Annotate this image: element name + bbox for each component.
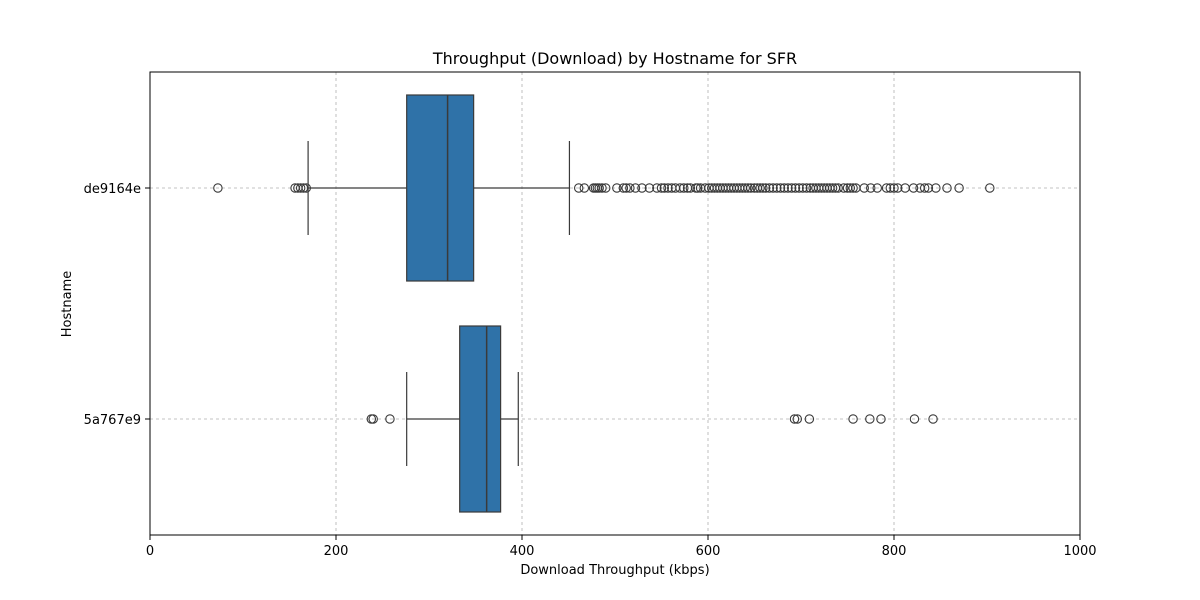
- outlier-point: [656, 183, 667, 193]
- outlier-point: [659, 183, 670, 193]
- y-tick-label: 5a767e9: [84, 413, 141, 428]
- outlier-point: [758, 183, 768, 193]
- x-tick-label: 0: [146, 544, 154, 559]
- outlier-point: [985, 183, 995, 193]
- outlier-point: [385, 414, 395, 424]
- outlier-point: [827, 183, 838, 193]
- outlier-point: [621, 183, 631, 193]
- outlier-point: [612, 183, 622, 193]
- outlier-point: [700, 183, 710, 193]
- outlier-point: [792, 414, 803, 424]
- outlier-point: [909, 414, 920, 424]
- outlier-point: [789, 414, 800, 424]
- x-tick-label: 400: [510, 544, 535, 559]
- outlier-point: [768, 183, 778, 193]
- outlier-point: [923, 183, 934, 193]
- outlier-point: [764, 183, 775, 193]
- box-group-de9164e: [213, 94, 995, 282]
- outlier-point: [928, 414, 938, 424]
- outlier-point: [618, 183, 629, 193]
- outlier-point: [942, 183, 952, 193]
- x-axis-label: Download Throughput (kbps): [520, 563, 709, 578]
- outlier-point: [892, 183, 903, 193]
- outlier-point: [876, 414, 886, 424]
- outlier-point: [889, 183, 899, 193]
- outlier-point: [783, 183, 793, 193]
- outlier-point: [663, 183, 673, 193]
- outlier-point: [833, 183, 843, 193]
- outlier-point: [885, 183, 896, 193]
- outlier-point: [594, 183, 604, 193]
- outlier-point: [786, 183, 797, 193]
- outlier-point: [301, 183, 311, 193]
- x-tick-label: 800: [882, 544, 907, 559]
- outlier-point: [740, 183, 750, 193]
- outlier-point: [213, 183, 223, 193]
- grid-layer: [149, 72, 1081, 535]
- outlier-point: [760, 183, 771, 193]
- outlier-point: [298, 183, 309, 193]
- outlier-point: [804, 414, 815, 424]
- outlier-point: [746, 183, 756, 193]
- outlier-point: [865, 183, 876, 193]
- outlier-point: [652, 183, 662, 193]
- outlier-point: [931, 183, 941, 193]
- outlier-point: [597, 183, 607, 193]
- outlier-point: [839, 183, 849, 193]
- outlier-point: [798, 183, 808, 193]
- outlier-point: [881, 183, 892, 193]
- outlier-point: [755, 183, 765, 193]
- outlier-point: [644, 183, 655, 193]
- outlier-point: [679, 183, 689, 193]
- plot-area-frame: [149, 71, 1081, 536]
- outlier-point: [775, 183, 786, 193]
- outlier-point: [794, 183, 804, 193]
- outlier-point: [637, 183, 647, 193]
- chart-title: Throughput (Download) by Hostname for SF…: [432, 49, 797, 68]
- outlier-point: [919, 183, 930, 193]
- iqr-box: [459, 325, 502, 513]
- outlier-point: [790, 183, 801, 193]
- marks-layer: [213, 94, 995, 513]
- outlier-point: [295, 183, 306, 193]
- outlier-point: [693, 183, 703, 193]
- x-tick-label: 1000: [1063, 544, 1096, 559]
- outlier-point: [573, 183, 584, 193]
- outlier-point: [579, 183, 590, 193]
- axes-layer: 0 200 400 600 800 1000 de9164e 5a767e9: [84, 182, 1097, 559]
- box-group-5a767e9: [366, 325, 938, 513]
- x-tick-label: 600: [696, 544, 721, 559]
- iqr-box: [406, 94, 475, 282]
- outlier-point: [801, 183, 812, 193]
- y-axis-label: Hostname: [60, 271, 75, 337]
- outlier-point: [625, 183, 635, 193]
- outlier-point: [772, 183, 782, 193]
- outlier-point: [743, 183, 753, 193]
- outlier-point: [859, 183, 869, 193]
- outlier-point: [675, 183, 685, 193]
- outlier-point: [685, 183, 696, 193]
- outlier-point: [848, 183, 858, 193]
- outlier-point: [845, 183, 856, 193]
- outlier-point: [368, 414, 378, 424]
- outlier-point: [908, 183, 919, 193]
- outlier-point: [779, 183, 790, 193]
- outlier-point: [954, 183, 964, 193]
- outlier-point: [872, 183, 883, 193]
- outlier-point: [600, 183, 611, 193]
- outlier-point: [865, 414, 875, 424]
- outlier-point: [848, 414, 858, 424]
- outlier-point: [630, 183, 641, 193]
- y-tick-label: de9164e: [84, 182, 141, 197]
- x-tick-label: 200: [324, 544, 349, 559]
